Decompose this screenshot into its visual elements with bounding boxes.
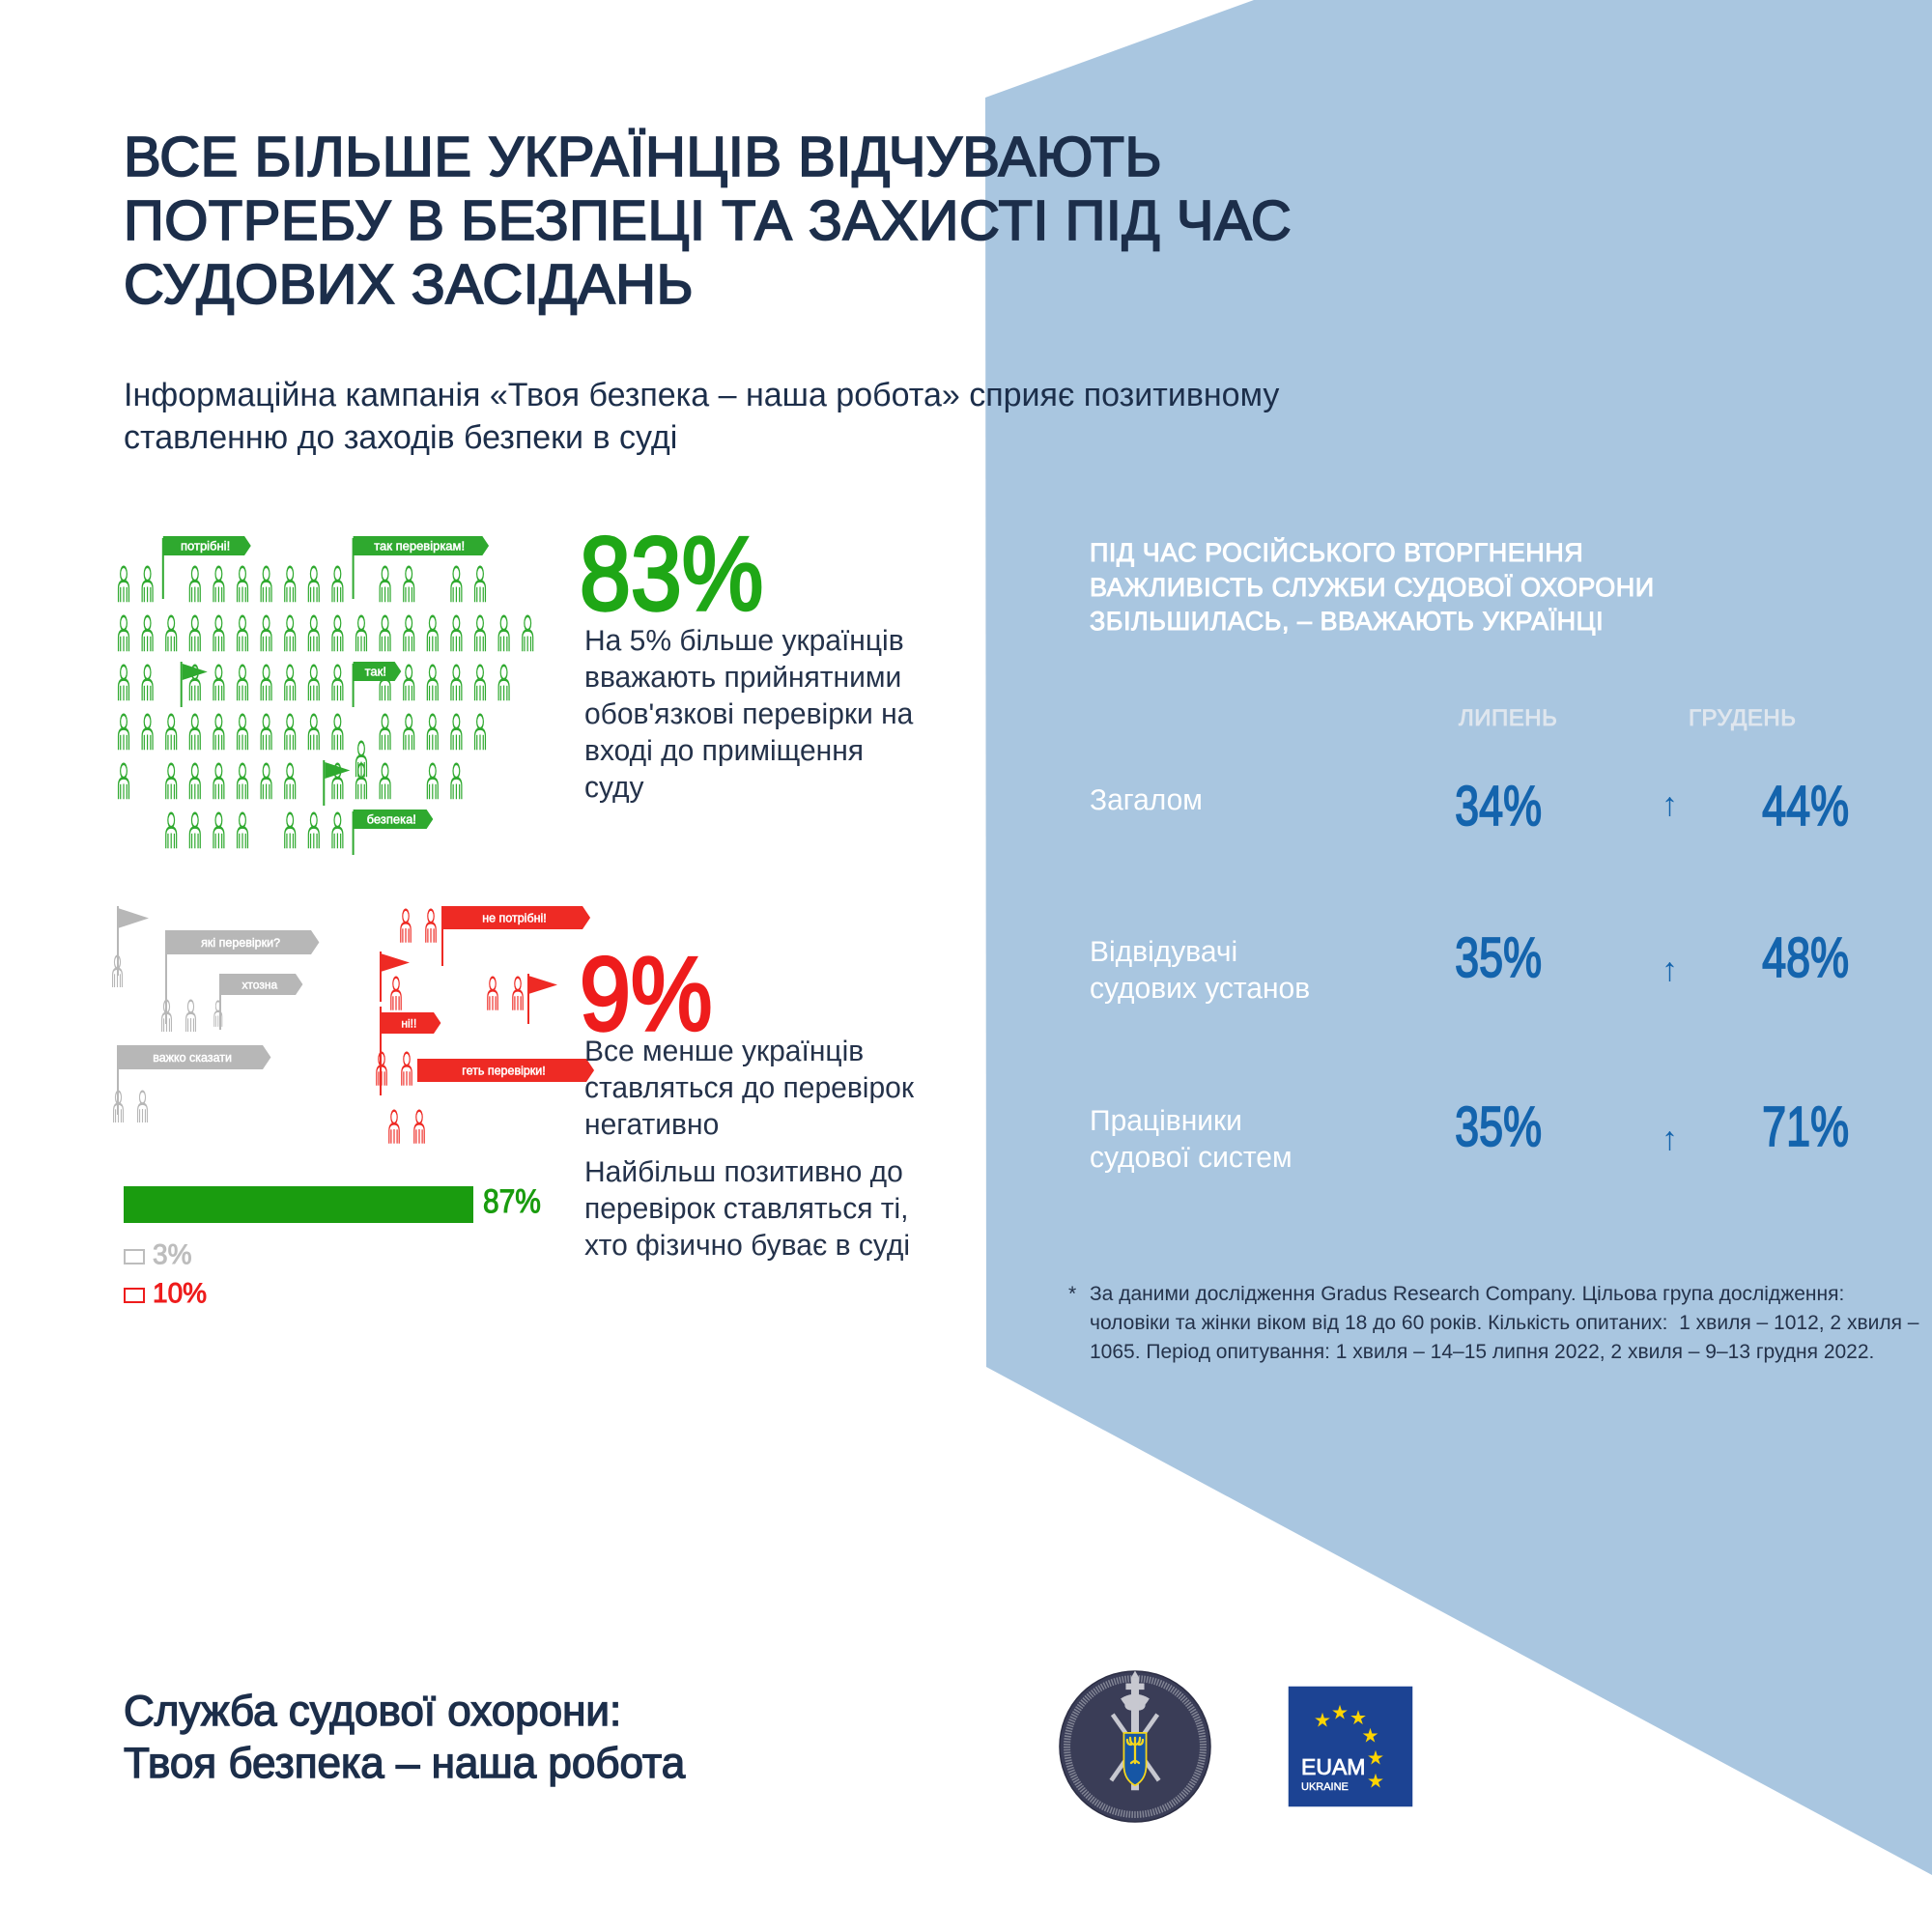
- svg-text:EUAM: EUAM: [1301, 1754, 1365, 1779]
- svg-text:UKRAINE: UKRAINE: [1301, 1781, 1350, 1793]
